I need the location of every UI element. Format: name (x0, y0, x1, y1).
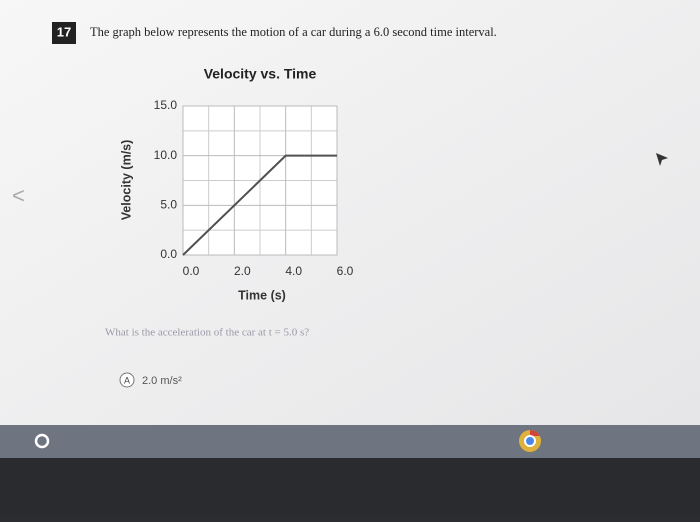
x-axis-label: Time (s) (238, 288, 286, 302)
y-tick-label: 5.0 (160, 198, 177, 212)
option-a[interactable]: A 2.0 m/s² (119, 372, 182, 388)
prompt: What is the acceleration of the car at t… (105, 327, 309, 339)
x-tick-label: 4.0 (285, 264, 302, 278)
chart-title: Velocity vs. Time (204, 66, 317, 82)
question-text: The graph below represents the motion of… (90, 25, 497, 39)
y-tick-label: 10.0 (154, 148, 178, 162)
plot: 0.0 2.0 4.0 6.0 0.0 5.0 10.0 15.0 (154, 98, 354, 278)
y-tick-label: 15.0 (154, 98, 178, 112)
x-tick-label: 6.0 (337, 264, 354, 278)
option-text: 2.0 m/s² (142, 375, 182, 387)
x-tick-label: 2.0 (234, 264, 251, 278)
question-number: 17 (57, 24, 71, 39)
back-arrow[interactable]: < (12, 183, 25, 208)
screen (0, 0, 700, 425)
question-number-box (52, 22, 76, 44)
option-letter: A (124, 375, 130, 385)
x-tick-label: 0.0 (183, 264, 200, 278)
home-button[interactable] (34, 433, 50, 449)
data-line (182, 154, 337, 256)
y-axis-label: Velocity (m/s) (119, 140, 133, 221)
bezel (0, 458, 700, 517)
y-tick-label: 0.0 (160, 247, 177, 261)
taskbar (0, 425, 700, 458)
cursor (656, 153, 668, 166)
chrome-icon[interactable] (519, 429, 541, 452)
option-radio[interactable] (119, 372, 135, 388)
